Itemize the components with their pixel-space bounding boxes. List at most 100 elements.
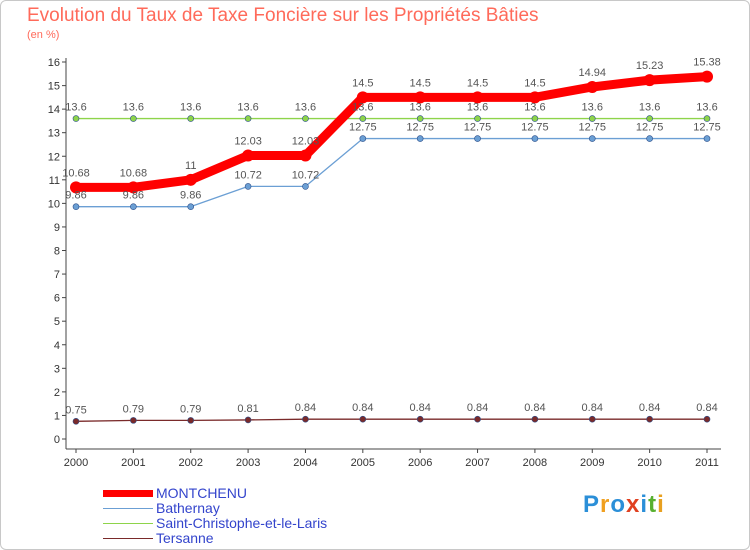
data-point xyxy=(474,135,481,142)
y-tick-label: 10 xyxy=(48,198,60,210)
data-point xyxy=(244,183,252,190)
data-point xyxy=(416,415,424,423)
brand-logo: Proxiti xyxy=(583,491,665,519)
data-label: 12.75 xyxy=(406,122,434,134)
data-point xyxy=(474,115,481,122)
data-label: 11 xyxy=(185,160,196,172)
data-point xyxy=(528,91,541,104)
data-point xyxy=(187,203,195,210)
data-point xyxy=(416,135,424,142)
y-tick-label: 4 xyxy=(54,340,60,352)
data-label: 14.5 xyxy=(524,77,545,89)
legend-swatch xyxy=(103,490,153,497)
x-tick-label: 2006 xyxy=(408,457,432,469)
data-point xyxy=(586,80,599,93)
data-point xyxy=(471,91,484,104)
data-label: 9.86 xyxy=(180,190,201,202)
data-point xyxy=(244,115,252,122)
data-point xyxy=(531,415,539,423)
data-point xyxy=(299,149,312,162)
data-point xyxy=(302,415,309,423)
data-point xyxy=(646,115,653,122)
data-label: 12.75 xyxy=(693,122,721,134)
data-point xyxy=(130,203,137,210)
y-tick-label: 7 xyxy=(54,269,60,281)
x-tick-label: 2001 xyxy=(121,457,145,469)
data-label: 0.84 xyxy=(582,402,603,414)
data-point xyxy=(703,115,711,122)
unit-label: (en %) xyxy=(27,29,60,41)
data-label: 10.72 xyxy=(292,169,320,181)
data-label: 15.23 xyxy=(636,60,664,72)
data-label: 12.75 xyxy=(636,122,664,134)
y-tick-label: 16 xyxy=(48,57,60,69)
x-tick-label: 2000 xyxy=(64,457,88,469)
y-tick-label: 5 xyxy=(54,316,60,328)
data-label: 0.84 xyxy=(409,402,430,414)
x-tick-label: 2005 xyxy=(351,457,375,469)
data-point xyxy=(187,115,195,122)
data-label: 13.6 xyxy=(467,102,488,114)
data-label: 0.84 xyxy=(696,402,717,414)
chart-title: Evolution du Taux de Taxe Foncière sur l… xyxy=(27,5,539,26)
data-label: 13.6 xyxy=(696,102,717,114)
data-label: 10.68 xyxy=(62,167,90,179)
data-point xyxy=(187,417,195,424)
legend-swatch xyxy=(103,538,153,539)
data-label: 13.6 xyxy=(65,102,86,114)
data-point xyxy=(302,115,309,122)
data-point xyxy=(701,70,713,83)
data-label: 0.79 xyxy=(123,403,144,415)
data-label: 14.5 xyxy=(409,77,430,89)
data-point xyxy=(72,115,80,122)
data-label: 12.75 xyxy=(579,122,607,134)
y-tick-label: 13 xyxy=(48,128,60,140)
data-point xyxy=(588,415,596,423)
data-label: 13.6 xyxy=(582,102,603,114)
legend-swatch xyxy=(103,508,153,509)
data-label: 13.6 xyxy=(295,102,316,114)
x-tick-label: 2011 xyxy=(695,457,719,469)
data-point xyxy=(70,181,82,194)
x-tick-label: 2008 xyxy=(523,457,547,469)
brand-letter: i xyxy=(640,491,649,518)
data-label: 10.72 xyxy=(234,169,262,181)
brand-letter: P xyxy=(583,491,601,518)
data-label: 10.68 xyxy=(120,167,148,179)
data-point xyxy=(184,173,197,186)
x-tick-label: 2002 xyxy=(178,457,202,469)
data-label: 13.6 xyxy=(352,102,373,114)
data-point xyxy=(703,135,711,142)
series-line xyxy=(75,137,708,208)
data-label: 14.5 xyxy=(467,77,488,89)
data-point xyxy=(643,74,656,87)
data-point xyxy=(359,115,367,122)
y-tick-label: 8 xyxy=(54,246,60,258)
data-label: 14.94 xyxy=(579,67,607,79)
data-point xyxy=(130,115,137,122)
data-label: 14.5 xyxy=(352,77,373,89)
brand-letter: t xyxy=(648,491,658,518)
data-label: 0.84 xyxy=(352,402,373,414)
data-point xyxy=(474,415,481,423)
data-point xyxy=(244,416,252,424)
data-point xyxy=(531,115,539,122)
data-label: 0.84 xyxy=(639,402,660,414)
brand-letter: r xyxy=(600,491,611,518)
y-tick-label: 6 xyxy=(54,293,60,305)
data-point xyxy=(359,135,367,142)
data-point xyxy=(302,183,309,190)
data-label: 13.6 xyxy=(409,102,430,114)
data-point xyxy=(646,415,653,423)
data-point xyxy=(359,415,367,423)
y-tick-label: 11 xyxy=(49,175,60,187)
y-tick-label: 9 xyxy=(54,222,60,234)
data-label: 0.84 xyxy=(524,402,545,414)
brand-letter: i xyxy=(657,491,665,518)
data-point xyxy=(414,91,427,104)
data-label: 12.75 xyxy=(521,122,549,134)
data-label: 13.6 xyxy=(180,102,201,114)
x-tick-label: 2009 xyxy=(580,457,604,469)
